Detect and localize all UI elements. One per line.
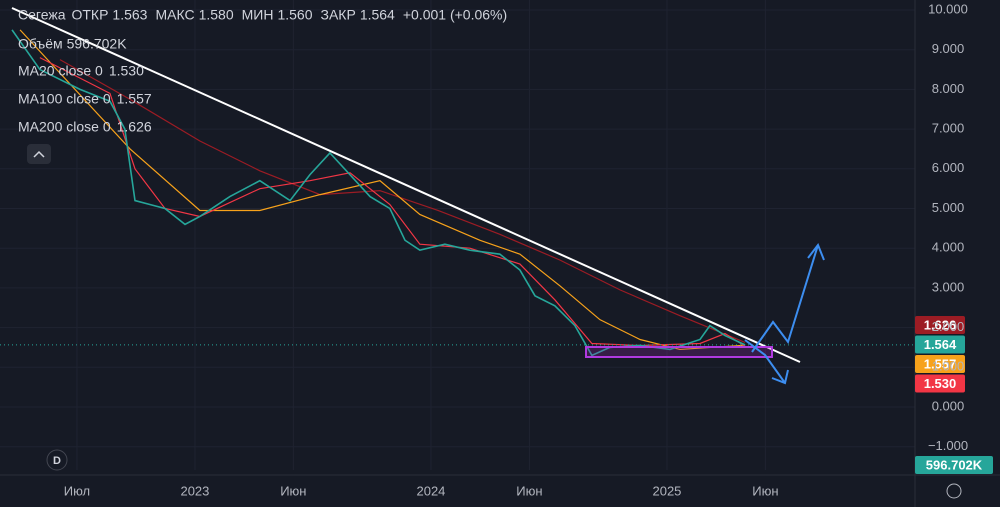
price-tag-label: 1.530 [924, 376, 957, 391]
range-box [585, 346, 773, 358]
arrow-head [807, 242, 825, 261]
settings-icon[interactable] [946, 483, 962, 499]
collapse-button[interactable] [27, 144, 51, 164]
plot [0, 29, 915, 357]
logo-badge[interactable] [46, 449, 68, 471]
price-tag-label: 1.626 [924, 317, 957, 332]
price-tag [915, 335, 965, 354]
y-tick-label: 0.000 [932, 398, 965, 413]
legend: Сегежа ОТКР 1.563 МАКС 1.580 МИН 1.560 ЗАКР 1.56… [18, 7, 507, 135]
y-tick-label: 10.000 [928, 1, 968, 16]
y-tick-label: 4.000 [932, 240, 965, 255]
y-tick-label: 2.000 [932, 319, 965, 334]
y-tick-label: 1.000 [932, 359, 965, 374]
price-tag [915, 374, 965, 393]
volume-value: 596.702K [67, 36, 128, 52]
ohlc-label: ЗАКР [321, 7, 356, 23]
trend-line [11, 7, 801, 363]
arrow-head [771, 369, 789, 385]
price-tag [915, 316, 965, 334]
x-tick-label: Июн [280, 483, 306, 498]
ma-line [59, 59, 746, 344]
ma-value: 1.557 [117, 91, 152, 107]
x-tick-label: Июн [516, 483, 542, 498]
forecast-down [744, 339, 786, 384]
ohlc-label: МАКС [155, 7, 194, 23]
x-tick-label: Июн [752, 483, 778, 498]
x-tick-label: 2024 [416, 483, 445, 498]
y-tick-label: 9.000 [932, 41, 965, 56]
ohlc-value: 1.580 [199, 7, 234, 23]
ohlc-label: ОТКР [71, 7, 108, 23]
y-tick-label: 7.000 [932, 121, 965, 136]
ma-name: MA100 close 0 [18, 91, 111, 107]
x-tick-label: Июл [64, 483, 90, 498]
forecast-up [751, 244, 819, 353]
change-value: +0.001 (+0.06%) [403, 7, 507, 23]
price-tag-label: 1.564 [924, 337, 957, 352]
x-tick-label: 2025 [652, 483, 681, 498]
y-tick-label: 3.000 [932, 279, 965, 294]
y-tick-label: −1.000 [928, 438, 968, 453]
ohlc-label: МИН [242, 7, 274, 23]
price-tags: 1.626 1.564 1.557 1.530 596.702K [915, 316, 993, 474]
symbol-name: Сегежа [18, 7, 66, 23]
volume-tag [915, 456, 993, 474]
price-tag [915, 355, 965, 373]
ma-value: 1.530 [109, 63, 144, 79]
logo-letter: D [53, 455, 61, 467]
volume-name: Объём [18, 36, 63, 52]
price-tag-label: 1.557 [924, 356, 957, 371]
grid [0, 0, 915, 470]
ma-line [39, 57, 746, 347]
ma-value: 1.626 [117, 119, 152, 135]
chevron [33, 150, 45, 158]
x-tick-label: 2023 [180, 483, 209, 498]
ma-name: MA20 close 0 [18, 63, 103, 79]
ohlc-value: 1.560 [277, 7, 312, 23]
ohlc-value: 1.564 [360, 7, 395, 23]
ma-name: MA200 close 0 [18, 119, 111, 135]
y-tick-label: 5.000 [932, 200, 965, 215]
y-tick-label: 6.000 [932, 160, 965, 175]
volume-tag-label: 596.702K [926, 457, 983, 472]
y-tick-label: 8.000 [932, 81, 965, 96]
ohlc-value: 1.563 [112, 7, 147, 23]
